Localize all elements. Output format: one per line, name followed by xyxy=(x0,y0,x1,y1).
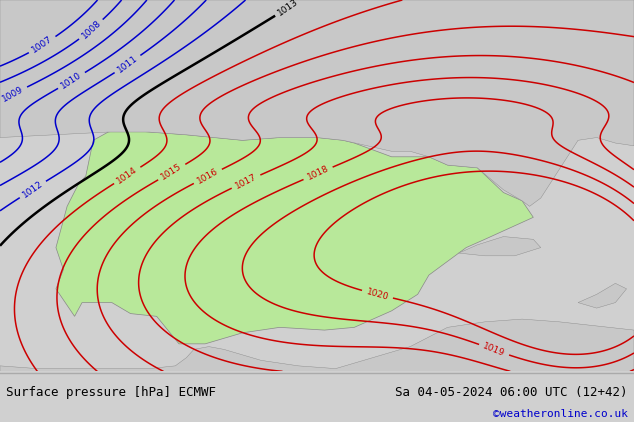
Text: 1014: 1014 xyxy=(115,165,139,186)
Polygon shape xyxy=(56,129,533,344)
Text: 1015: 1015 xyxy=(160,162,184,182)
Polygon shape xyxy=(459,237,541,256)
Text: 1016: 1016 xyxy=(195,167,220,186)
Text: 1010: 1010 xyxy=(60,70,84,91)
Text: 1013: 1013 xyxy=(276,0,301,18)
Polygon shape xyxy=(0,319,634,371)
Polygon shape xyxy=(578,283,626,308)
Text: 1012: 1012 xyxy=(21,179,45,200)
Text: 1018: 1018 xyxy=(306,164,330,182)
Text: Surface pressure [hPa] ECMWF: Surface pressure [hPa] ECMWF xyxy=(6,386,216,399)
Text: 1007: 1007 xyxy=(30,35,55,55)
Text: 1019: 1019 xyxy=(482,341,507,358)
Text: 1008: 1008 xyxy=(80,19,103,41)
Text: ©weatheronline.co.uk: ©weatheronline.co.uk xyxy=(493,408,628,419)
Text: 1020: 1020 xyxy=(365,287,390,302)
Text: Sa 04-05-2024 06:00 UTC (12+42): Sa 04-05-2024 06:00 UTC (12+42) xyxy=(395,386,628,399)
Text: 1017: 1017 xyxy=(234,172,258,191)
Polygon shape xyxy=(0,0,634,206)
Text: 1009: 1009 xyxy=(1,84,25,103)
Text: 1011: 1011 xyxy=(116,54,139,75)
